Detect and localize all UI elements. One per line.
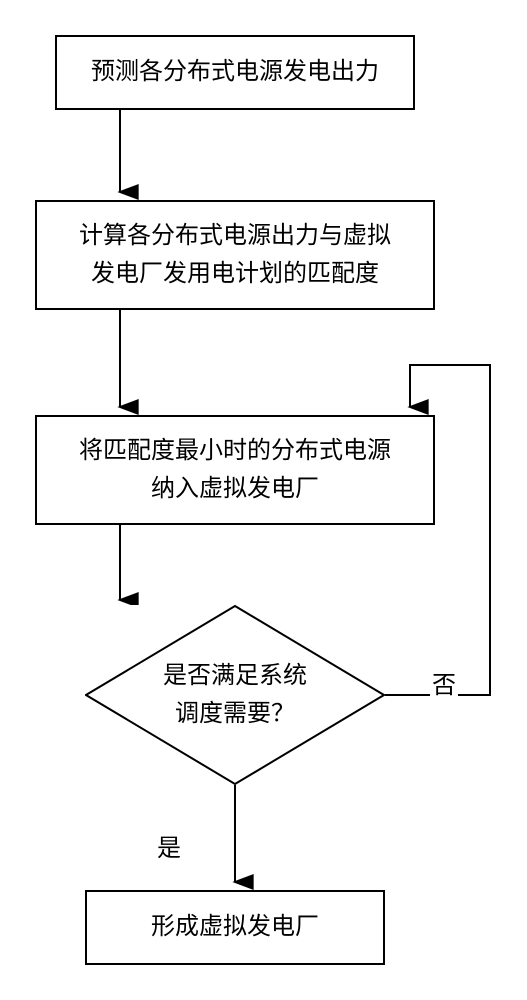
node-form-vpp: 形成虚拟发电厂: [85, 890, 385, 965]
node-text: 计算各分布式电源出力与虚拟 发电厂发用电计划的匹配度: [79, 217, 391, 294]
node-text: 形成虚拟发电厂: [151, 908, 319, 946]
node-text: 是否满足系统 调度需要？: [163, 657, 307, 734]
edge-label-yes: 是: [155, 828, 183, 863]
flowchart-canvas: 预测各分布式电源发电出力 计算各分布式电源出力与虚拟 发电厂发用电计划的匹配度 …: [0, 0, 527, 1000]
node-text: 预测各分布式电源发电出力: [91, 53, 379, 91]
node-include-min: 将匹配度最小时的分布式电源 纳入虚拟发电厂: [35, 415, 435, 525]
node-decision-dispatch: 是否满足系统 调度需要？: [85, 605, 385, 785]
node-calc-match: 计算各分布式电源出力与虚拟 发电厂发用电计划的匹配度: [35, 200, 435, 310]
node-predict-output: 预测各分布式电源发电出力: [55, 35, 415, 110]
node-text: 将匹配度最小时的分布式电源 纳入虚拟发电厂: [79, 432, 391, 509]
edge-label-no: 否: [430, 665, 458, 700]
